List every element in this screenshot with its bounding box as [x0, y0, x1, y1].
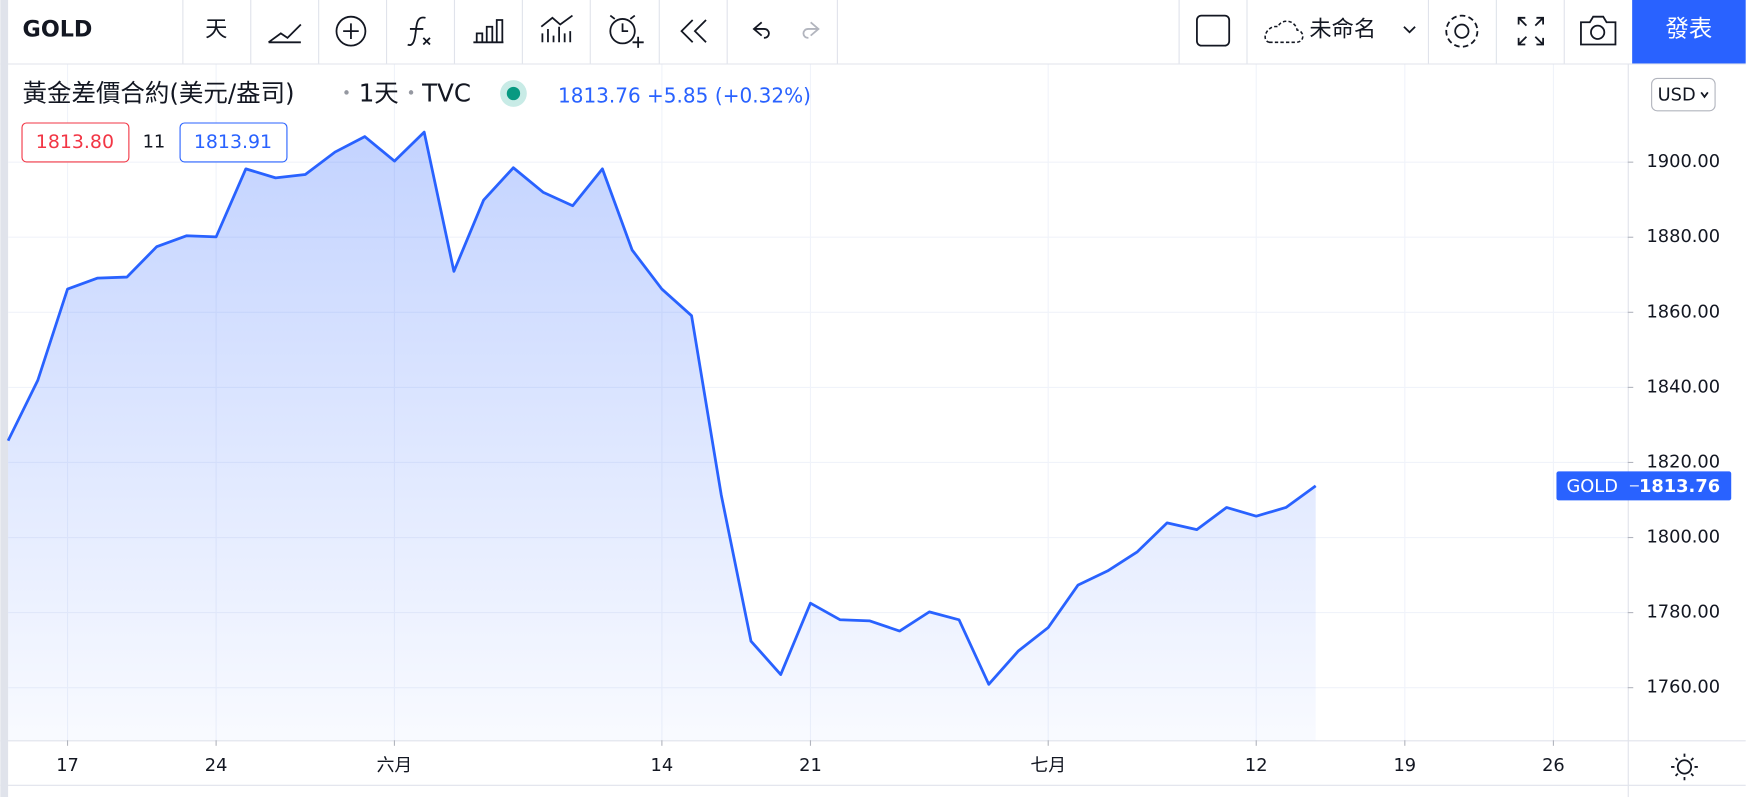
- price-line: [6, 130, 1317, 686]
- legend-change: +5.85: [647, 83, 708, 107]
- x-tick-label: 21: [799, 755, 822, 776]
- y-tick-label: 1760.00: [1646, 677, 1720, 698]
- y-tick-label: 1880.00: [1646, 226, 1720, 247]
- axes: 1760.00 1780.00 1800.00 1820.00 1840.00 1860.…: [56, 151, 1720, 776]
- price-label-symbol: GOLD: [1566, 476, 1617, 497]
- publish-button[interactable]: [1632, 0, 1746, 64]
- price-label-box: [1556, 471, 1732, 501]
- x-tick-label: 七月: [1030, 755, 1066, 776]
- toolbar: GOLD 天 未命名 發表: [0, 0, 1746, 65]
- replay-icon[interactable]: [680, 19, 707, 43]
- settings-icon[interactable]: [1454, 23, 1470, 39]
- y-tick-label: 1860.00: [1646, 301, 1720, 322]
- snapshot-icon[interactable]: [1580, 15, 1617, 46]
- y-tick-label: 1820.00: [1646, 451, 1720, 472]
- currency-label[interactable]: USD: [1658, 85, 1696, 106]
- currency-button[interactable]: [1651, 77, 1716, 112]
- price-label: GOLD 1813.76: [1556, 471, 1732, 501]
- y-tick-label: 1840.00: [1646, 376, 1720, 397]
- x-tick-label: 14: [651, 755, 674, 776]
- x-tick-label: 26: [1542, 755, 1565, 776]
- sell-button[interactable]: [21, 122, 130, 163]
- x-tick-label: 24: [205, 755, 228, 776]
- area-fill: [8, 132, 1316, 741]
- cloud-icon: [1264, 20, 1304, 44]
- spread: 11: [143, 131, 166, 152]
- compare-icon[interactable]: [335, 15, 367, 47]
- y-tick-label: 1900.00: [1646, 151, 1720, 172]
- bid-price[interactable]: 1813.80: [36, 131, 114, 153]
- price-label-value: 1813.76: [1639, 476, 1720, 497]
- x-tick-label: 六月: [377, 755, 413, 776]
- legend-interval: 1天: [359, 79, 399, 108]
- redo-icon: [802, 21, 820, 39]
- publish-label[interactable]: 發表: [1666, 15, 1713, 43]
- ask-price[interactable]: 1813.91: [194, 131, 272, 153]
- x-tick-label: 19: [1393, 755, 1416, 776]
- legend: 黃金差價合約(美元/盎司) 1天 TVC 1813.76 +5.85 (+0.3…: [21, 79, 811, 163]
- strategy-icon[interactable]: [540, 14, 573, 43]
- fullscreen-icon[interactable]: [1517, 16, 1544, 46]
- layout-icon[interactable]: [1196, 14, 1231, 47]
- indicators-icon[interactable]: [407, 16, 431, 46]
- alert-icon[interactable]: [609, 18, 636, 45]
- interval-button[interactable]: 天: [205, 17, 227, 43]
- layout-dropdown[interactable]: [1403, 26, 1416, 34]
- buy-button[interactable]: [179, 122, 288, 163]
- x-tick-label: 12: [1245, 755, 1268, 776]
- currency-dropdown[interactable]: [1700, 91, 1709, 99]
- legend-change-pct: (+0.32%): [715, 83, 811, 107]
- legend-price: 1813.76: [558, 83, 641, 107]
- left-edge: [0, 0, 9, 797]
- auto-scale-icon[interactable]: [1676, 759, 1693, 775]
- y-tick-label: 1800.00: [1646, 527, 1720, 548]
- chart-type-icon[interactable]: [268, 23, 302, 44]
- dividers: [182, 0, 1565, 64]
- plot: [6, 130, 1317, 741]
- undo-icon[interactable]: [752, 21, 770, 39]
- symbol-button[interactable]: GOLD: [23, 17, 93, 43]
- layout-name[interactable]: 未命名: [1309, 17, 1376, 43]
- templates-icon[interactable]: [473, 19, 504, 44]
- legend-source: TVC: [421, 79, 471, 108]
- x-tick-label: 17: [56, 755, 79, 776]
- legend-title: 黃金差價合約(美元/盎司): [23, 79, 295, 108]
- y-tick-label: 1780.00: [1646, 602, 1720, 623]
